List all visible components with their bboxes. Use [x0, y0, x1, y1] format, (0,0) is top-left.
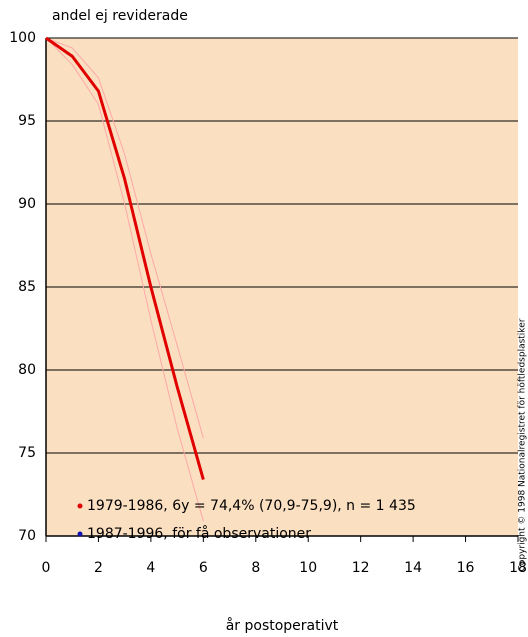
y-tick-label: 85 — [18, 279, 36, 295]
x-tick-label: 0 — [42, 560, 51, 576]
legend-marker — [77, 531, 83, 537]
y-tick-label: 80 — [18, 362, 36, 378]
y-tick-label: 90 — [18, 196, 36, 212]
x-tick-label: 14 — [404, 560, 422, 576]
legend-marker — [77, 503, 83, 509]
y-tick-label: 70 — [18, 528, 36, 544]
x-tick-label: 12 — [352, 560, 370, 576]
x-tick-label: 18 — [509, 560, 527, 576]
y-tick-label: 100 — [9, 30, 36, 46]
x-tick-label: 16 — [457, 560, 475, 576]
x-tick-label: 8 — [251, 560, 260, 576]
x-tick-label: 6 — [199, 560, 208, 576]
ci-upper-line — [45, 37, 204, 439]
x-axis-label: år postoperativt — [226, 617, 339, 634]
chart-title: andel ej reviderade — [52, 8, 188, 24]
y-tick-label: 75 — [18, 445, 36, 461]
ci-lower-line — [45, 37, 204, 522]
x-tick-label: 4 — [146, 560, 155, 576]
y-tick-label: 95 — [18, 113, 36, 129]
x-tick-label: 2 — [94, 560, 103, 576]
copyright: Copyright © 1998 Nationalregistret för h… — [518, 318, 528, 571]
legend-label: 1979-1986, 6y = 74,4% (70,9-75,9), n = 1… — [87, 498, 416, 514]
legend-label: 1987-1996, för få observationer — [87, 525, 311, 542]
series-line — [45, 36, 205, 480]
x-tick-label: 10 — [299, 560, 317, 576]
